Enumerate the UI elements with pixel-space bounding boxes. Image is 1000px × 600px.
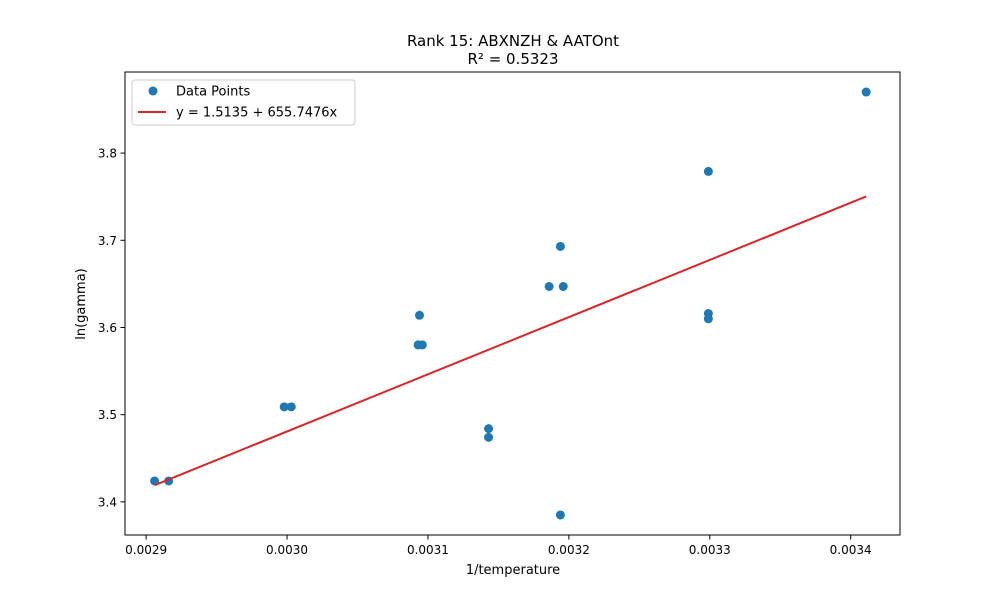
data-point — [555, 241, 565, 251]
x-tick-label: 0.0029 — [125, 543, 167, 557]
plot-area: 0.0029 0.0030 0.0031 0.0032 0.0033 0.0034 3.4 3… — [98, 71, 901, 557]
x-tick-label: 0.0034 — [830, 543, 872, 557]
data-point — [703, 166, 713, 176]
data-point — [417, 340, 427, 350]
data-point — [558, 281, 568, 291]
data-point — [150, 476, 160, 486]
data-point — [279, 402, 289, 412]
regression-line — [154, 195, 867, 487]
plot-frame — [124, 71, 901, 536]
x-tick-label: 0.0033 — [689, 543, 731, 557]
y-tick-label: 3.4 — [98, 495, 117, 509]
legend-scatter-marker — [148, 86, 158, 96]
data-point — [555, 510, 565, 520]
legend-label-fit-line: y = 1.5135 + 655.7476x — [176, 106, 338, 121]
data-point — [415, 310, 424, 320]
chart-subtitle: R² = 0.5323 — [467, 50, 558, 68]
x-tick-label: 0.0032 — [548, 543, 590, 557]
x-axis-label: 1/temperature — [466, 563, 560, 578]
legend-label-data-points: Data Points — [176, 85, 250, 100]
data-point — [484, 424, 494, 434]
x-tick-label: 0.0030 — [266, 543, 308, 557]
legend: Data Points y = 1.5135 + 655.7476x — [131, 79, 356, 126]
chart-title: Rank 15: ABXNZH & AATOnt — [407, 32, 619, 50]
y-tick-label: 3.6 — [98, 321, 117, 335]
data-point — [286, 402, 296, 412]
y-tick-label: 3.5 — [98, 408, 117, 422]
y-axis-label: ln(gamma) — [74, 268, 89, 340]
data-point — [861, 87, 871, 97]
y-tick-label: 3.8 — [98, 147, 117, 161]
y-tick-label: 3.7 — [98, 234, 117, 248]
data-point — [703, 314, 713, 324]
data-point — [484, 432, 494, 442]
x-tick-label: 0.0031 — [407, 543, 449, 557]
legend-frame — [131, 79, 356, 126]
data-point — [544, 281, 554, 291]
